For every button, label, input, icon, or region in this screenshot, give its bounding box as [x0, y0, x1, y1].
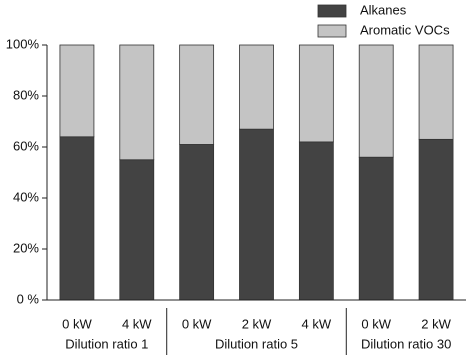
y-tick-label: 80% — [13, 87, 39, 102]
y-tick-label: 60% — [13, 138, 39, 153]
bar-segment — [418, 138, 454, 301]
y-tick-label: 20% — [13, 240, 39, 255]
legend-label: Alkanes — [360, 2, 407, 17]
bar-segment — [298, 141, 334, 301]
bar-segment — [358, 44, 394, 158]
bar-segment — [59, 136, 95, 301]
x-tick-label: 4 kW — [122, 316, 152, 331]
group-label: Dilution ratio 30 — [361, 336, 451, 351]
bar-segment — [239, 44, 274, 130]
bar-segment — [298, 44, 334, 143]
bar-segment — [119, 159, 155, 301]
y-tick-label: 0 % — [17, 291, 40, 306]
x-tick-label: 0 kW — [182, 316, 212, 331]
legend-swatch — [317, 4, 347, 18]
group-label: Dilution ratio 1 — [65, 336, 148, 351]
bar-segment — [239, 128, 274, 301]
group-label: Dilution ratio 5 — [215, 336, 298, 351]
legend-label: Aromatic VOCs — [360, 22, 450, 37]
x-tick-label: 2 kW — [421, 316, 451, 331]
bar-segment — [358, 156, 394, 301]
y-tick-label: 100% — [6, 36, 40, 51]
bar-segment — [179, 144, 215, 301]
bar-segment — [119, 44, 155, 161]
bar-segment — [418, 44, 454, 140]
x-tick-label: 0 kW — [361, 316, 391, 331]
y-tick-label: 40% — [13, 189, 39, 204]
bar-segment — [179, 44, 215, 145]
x-tick-label: 0 kW — [62, 316, 92, 331]
bar-segment — [59, 44, 95, 138]
legend-swatch — [317, 24, 347, 38]
x-tick-label: 2 kW — [242, 316, 272, 331]
x-tick-label: 4 kW — [302, 316, 332, 331]
